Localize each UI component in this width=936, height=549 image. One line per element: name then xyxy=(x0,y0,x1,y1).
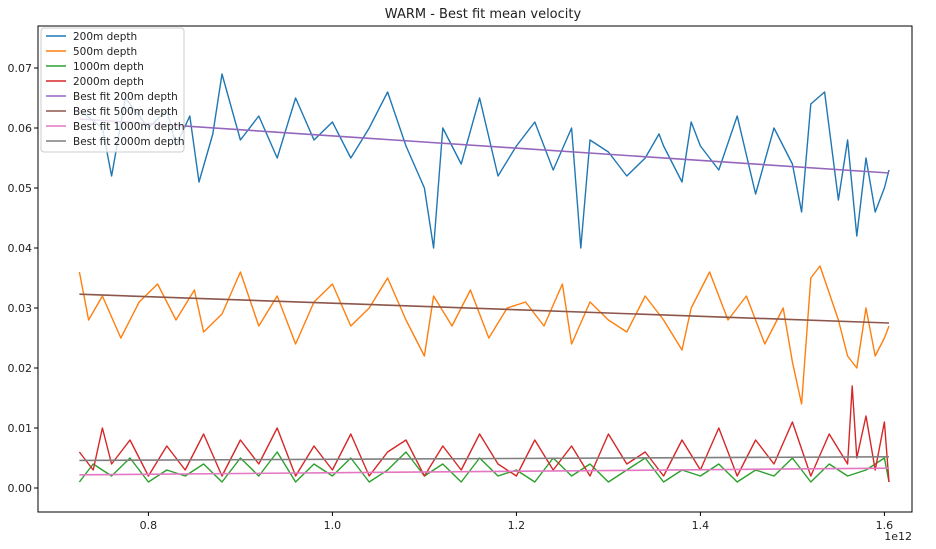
x-tick-label-1: 1.0 xyxy=(324,519,342,532)
legend-label-0: 200m depth xyxy=(73,31,137,43)
series-line-5 xyxy=(79,293,890,324)
y-tick-label-0: 0.00 xyxy=(8,482,33,495)
plot-area xyxy=(78,73,890,483)
chart-title: WARM - Best fit mean velocity xyxy=(385,7,582,22)
series-line-3 xyxy=(78,385,890,483)
series-line-6 xyxy=(79,467,890,476)
series-line-1 xyxy=(78,265,890,405)
legend-box xyxy=(40,27,185,153)
x-offset-label: 1e12 xyxy=(884,530,912,543)
y-tick-label-1: 0.01 xyxy=(8,422,33,435)
y-axis: 0.00 0.01 0.02 0.03 0.04 0.05 0.06 0.07 xyxy=(8,62,38,495)
y-tick-label-3: 0.03 xyxy=(8,302,33,315)
legend-label-6: Best fit 1000m depth xyxy=(73,121,185,133)
series-line-0 xyxy=(78,73,890,249)
legend: 200m depth 500m depth 1000m depth 2000m dep… xyxy=(40,27,185,153)
legend-label-3: 2000m depth xyxy=(73,76,144,88)
legend-label-4: Best fit 200m depth xyxy=(73,91,178,103)
y-tick-label-7: 0.07 xyxy=(8,62,33,75)
x-tick-label-0: 0.8 xyxy=(140,519,158,532)
legend-label-7: Best fit 2000m depth xyxy=(73,136,185,148)
plot-frame xyxy=(37,25,913,513)
legend-label-5: Best fit 500m depth xyxy=(73,106,178,118)
y-tick-label-6: 0.06 xyxy=(8,122,33,135)
y-tick-label-2: 0.02 xyxy=(8,362,33,375)
x-tick-label-2: 1.2 xyxy=(508,519,526,532)
x-tick-label-3: 1.4 xyxy=(692,519,710,532)
legend-label-2: 1000m depth xyxy=(73,61,144,73)
y-tick-label-5: 0.05 xyxy=(8,182,33,195)
legend-label-1: 500m depth xyxy=(73,46,137,58)
x-tick-label-4: 1.6 xyxy=(876,519,894,532)
series-line-4 xyxy=(79,118,890,174)
series-line-7 xyxy=(79,455,890,462)
y-tick-label-4: 0.04 xyxy=(8,242,33,255)
x-axis: 0.8 1.0 1.2 1.4 1.6 xyxy=(140,512,894,532)
